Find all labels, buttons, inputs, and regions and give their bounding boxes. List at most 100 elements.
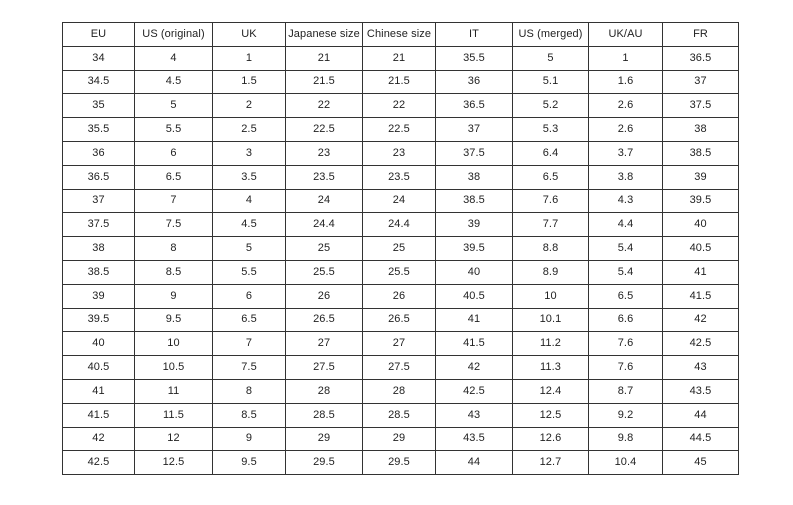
size-cell: 7.7 bbox=[512, 212, 589, 238]
size-cell: 9.5 bbox=[134, 307, 213, 333]
size-cell: 38 bbox=[662, 117, 739, 142]
size-cell: 27.5 bbox=[362, 355, 436, 380]
size-cell: 5.4 bbox=[588, 259, 663, 285]
size-cell: 42.5 bbox=[662, 331, 739, 357]
size-cell: 5 bbox=[512, 45, 589, 71]
size-cell: 22.5 bbox=[285, 117, 363, 142]
size-cell: 42 bbox=[662, 307, 739, 333]
size-cell: 27.5 bbox=[285, 355, 363, 380]
size-cell: 39.5 bbox=[62, 307, 135, 333]
table-row: 42.5 12.5 9.5 29.5 29.5 44 12.7 10.4 45 bbox=[62, 450, 739, 476]
size-cell: 8.5 bbox=[134, 259, 213, 285]
size-cell: 11.3 bbox=[512, 355, 589, 380]
size-cell: 38.5 bbox=[62, 259, 135, 285]
size-cell: 10.5 bbox=[134, 355, 213, 380]
size-cell: 41.5 bbox=[662, 283, 739, 309]
size-cell: 25.5 bbox=[285, 259, 363, 285]
size-conversion-table-container: EU US (original) UK Japanese size Chinese si… bbox=[62, 22, 739, 476]
size-cell: 41 bbox=[435, 307, 513, 333]
size-cell: 40 bbox=[435, 259, 513, 285]
table-body: 34 4 1 21 21 35.5 5 1 36.5 34.5 4.5 1.5 21.5 21.5 36 5.… bbox=[62, 45, 739, 476]
column-header-us-original: US (original) bbox=[134, 22, 213, 47]
size-cell: 2.6 bbox=[588, 117, 663, 142]
size-cell: 8 bbox=[134, 236, 213, 261]
size-cell: 25 bbox=[362, 236, 436, 261]
size-cell: 26.5 bbox=[362, 307, 436, 333]
size-cell: 37 bbox=[62, 188, 135, 214]
size-cell: 12.5 bbox=[134, 450, 213, 476]
size-cell: 11.2 bbox=[512, 331, 589, 357]
table-row: 36 6 3 23 23 37.5 6.4 3.7 38.5 bbox=[62, 140, 739, 166]
size-cell: 4.3 bbox=[588, 188, 663, 214]
size-cell: 39 bbox=[435, 212, 513, 238]
size-cell: 29.5 bbox=[285, 450, 363, 476]
header-row: EU US (original) UK Japanese size Chinese si… bbox=[62, 22, 739, 47]
size-cell: 6.5 bbox=[512, 164, 589, 190]
size-cell: 8.9 bbox=[512, 259, 589, 285]
size-cell: 40.5 bbox=[435, 283, 513, 309]
size-cell: 10.1 bbox=[512, 307, 589, 333]
table-row: 35.5 5.5 2.5 22.5 22.5 37 5.3 2.6 38 bbox=[62, 117, 739, 142]
size-cell: 42.5 bbox=[62, 450, 135, 476]
size-cell: 6 bbox=[212, 283, 286, 309]
size-cell: 2.6 bbox=[588, 93, 663, 119]
size-cell: 10 bbox=[134, 331, 213, 357]
size-cell: 6 bbox=[134, 140, 213, 166]
size-cell: 7.6 bbox=[512, 188, 589, 214]
size-cell: 3.5 bbox=[212, 164, 286, 190]
size-cell: 10 bbox=[512, 283, 589, 309]
size-cell: 22.5 bbox=[362, 117, 436, 142]
size-cell: 38.5 bbox=[662, 140, 739, 166]
size-cell: 37.5 bbox=[662, 93, 739, 119]
size-cell: 24 bbox=[362, 188, 436, 214]
table-row: 34 4 1 21 21 35.5 5 1 36.5 bbox=[62, 45, 739, 71]
size-cell: 10.4 bbox=[588, 450, 663, 476]
table-row: 38 8 5 25 25 39.5 8.8 5.4 40.5 bbox=[62, 236, 739, 261]
size-cell: 35.5 bbox=[62, 117, 135, 142]
size-cell: 5.5 bbox=[134, 117, 213, 142]
table-row: 37 7 4 24 24 38.5 7.6 4.3 39.5 bbox=[62, 188, 739, 214]
size-cell: 12.6 bbox=[512, 426, 589, 452]
size-cell: 39 bbox=[62, 283, 135, 309]
size-cell: 1.5 bbox=[212, 69, 286, 95]
size-cell: 26 bbox=[362, 283, 436, 309]
size-cell: 1.6 bbox=[588, 69, 663, 95]
size-cell: 27 bbox=[285, 331, 363, 357]
size-cell: 21.5 bbox=[285, 69, 363, 95]
size-cell: 8.7 bbox=[588, 378, 663, 404]
size-cell: 23.5 bbox=[285, 164, 363, 190]
size-cell: 12.7 bbox=[512, 450, 589, 476]
size-cell: 6.6 bbox=[588, 307, 663, 333]
size-cell: 25.5 bbox=[362, 259, 436, 285]
size-cell: 21 bbox=[285, 45, 363, 71]
size-cell: 40 bbox=[662, 212, 739, 238]
size-cell: 39.5 bbox=[435, 236, 513, 261]
size-cell: 8.8 bbox=[512, 236, 589, 261]
size-cell: 5.1 bbox=[512, 69, 589, 95]
size-cell: 7.5 bbox=[134, 212, 213, 238]
size-cell: 7.6 bbox=[588, 355, 663, 380]
size-cell: 45 bbox=[662, 450, 739, 476]
size-cell: 29.5 bbox=[362, 450, 436, 476]
table-row: 36.5 6.5 3.5 23.5 23.5 38 6.5 3.8 39 bbox=[62, 164, 739, 190]
table-row: 41 11 8 28 28 42.5 12.4 8.7 43.5 bbox=[62, 378, 739, 404]
size-cell: 26.5 bbox=[285, 307, 363, 333]
size-cell: 5.4 bbox=[588, 236, 663, 261]
size-cell: 37.5 bbox=[435, 140, 513, 166]
size-cell: 3 bbox=[212, 140, 286, 166]
size-cell: 36 bbox=[62, 140, 135, 166]
size-cell: 35.5 bbox=[435, 45, 513, 71]
size-cell: 2.5 bbox=[212, 117, 286, 142]
column-header-japanese-size: Japanese size bbox=[285, 22, 363, 47]
size-cell: 43.5 bbox=[435, 426, 513, 452]
size-cell: 42 bbox=[435, 355, 513, 380]
size-cell: 28.5 bbox=[285, 402, 363, 428]
size-cell: 28 bbox=[362, 378, 436, 404]
size-cell: 8.5 bbox=[212, 402, 286, 428]
size-cell: 36.5 bbox=[435, 93, 513, 119]
size-cell: 38 bbox=[62, 236, 135, 261]
size-cell: 34.5 bbox=[62, 69, 135, 95]
size-cell: 22 bbox=[362, 93, 436, 119]
size-cell: 34 bbox=[62, 45, 135, 71]
size-cell: 42.5 bbox=[435, 378, 513, 404]
